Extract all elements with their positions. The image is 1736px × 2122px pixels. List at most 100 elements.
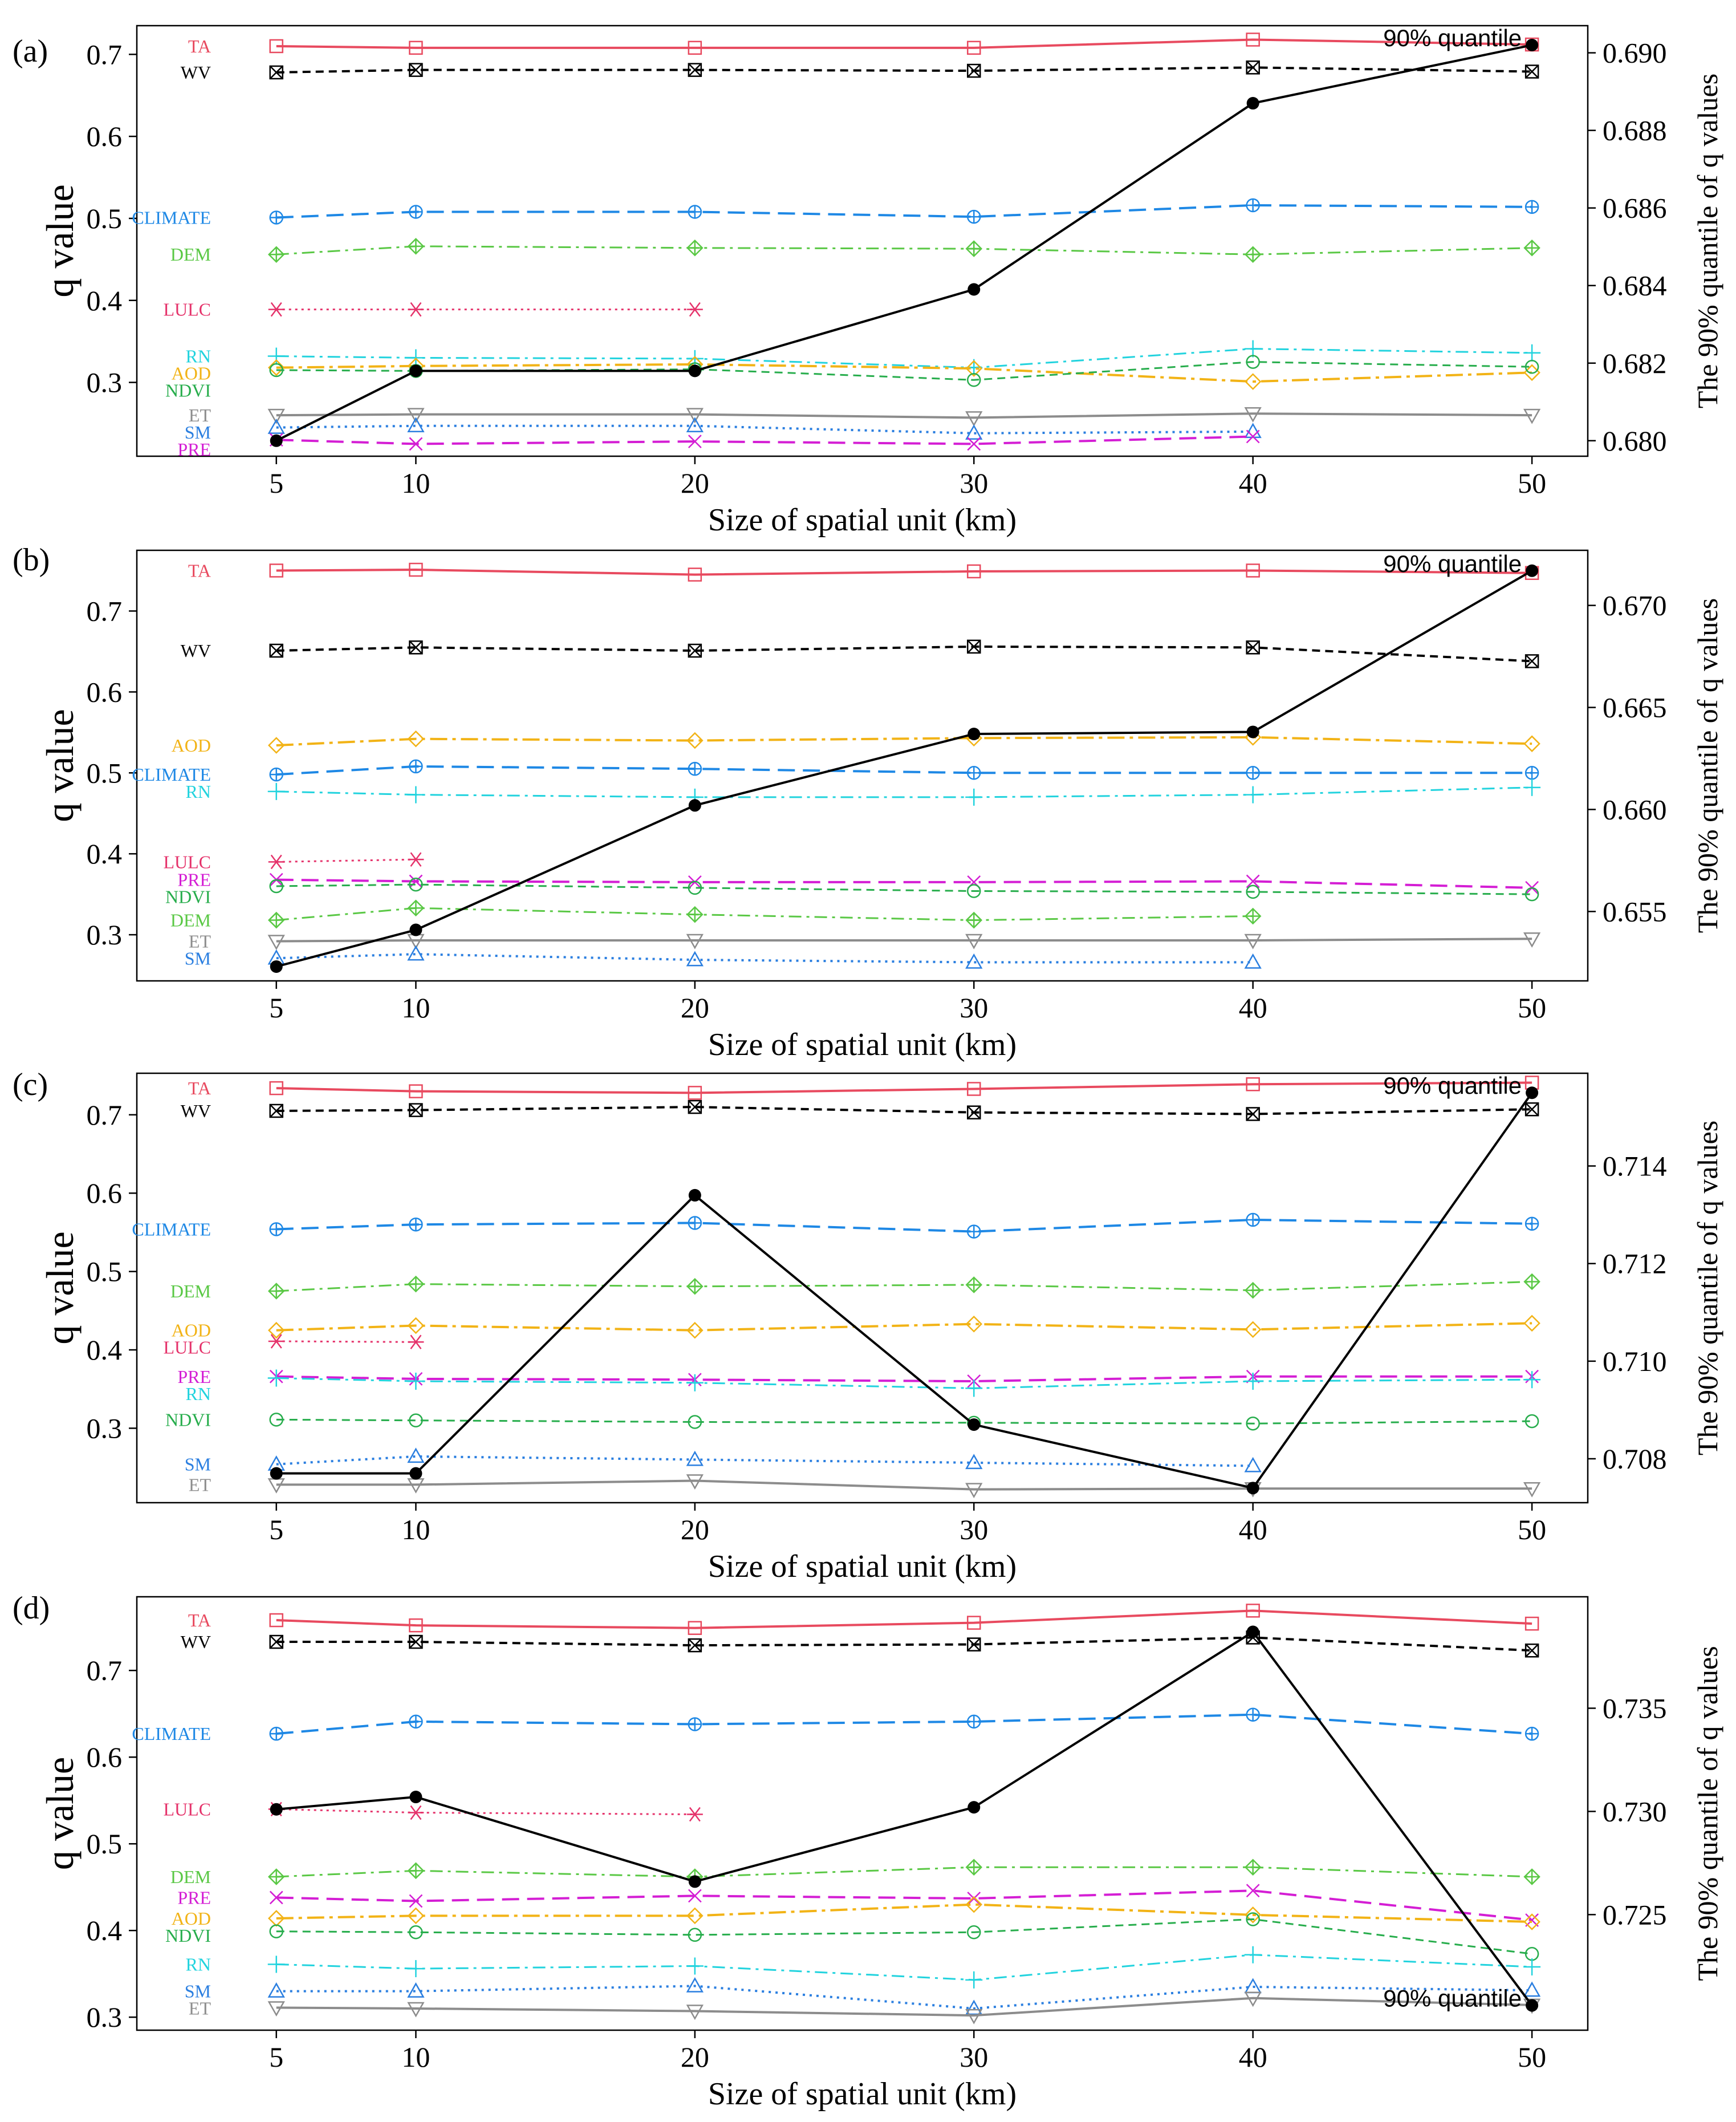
data-point [267,1868,285,1885]
y-right-axis-label: The 90% quantile of q values [1692,598,1723,933]
data-point [407,238,425,255]
data-point [967,1892,981,1905]
series-label: TA [188,1078,211,1098]
x-tick-label: 40 [1239,1514,1267,1545]
quantile-line [276,1630,1533,2006]
series-label: WV [181,640,211,661]
series-sm [267,1447,1262,1472]
data-point [686,1907,704,1925]
x-tick-label: 30 [960,992,988,1024]
data-point [686,1450,704,1466]
quantile-line [276,570,1533,968]
x-tick-label: 5 [269,1514,283,1545]
data-point [269,1726,283,1741]
y-right-tick-label: 0.655 [1603,895,1667,927]
data-point [1523,1981,1541,1997]
data-point [965,1971,983,1989]
data-point [409,1103,423,1117]
data-point [967,564,981,579]
y-right-tick-label: 0.660 [1603,793,1667,825]
data-point [967,209,981,224]
data-point [1246,1707,1260,1722]
series-label: SM [185,422,211,443]
data-point [1246,1912,1260,1926]
data-point [967,40,981,55]
y-tick-label: 0.3 [87,919,123,951]
data-point [686,1807,703,1822]
series-line [276,1903,1532,1923]
data-point [409,1714,423,1729]
data-point [686,1957,704,1975]
series-ta [269,562,1539,582]
series-lulc [268,1334,424,1350]
data-point [408,1805,424,1820]
y-right-tick-label: 0.712 [1603,1248,1667,1280]
data-point [967,63,981,78]
data-point [688,1086,702,1100]
data-point [409,1413,423,1427]
data-point [1244,407,1262,423]
data-point [686,906,704,923]
data-point [688,1889,702,1903]
series-label: CLIMATE [132,764,211,785]
series-label: NDVI [165,887,211,907]
y-tick-label: 0.5 [87,202,123,234]
series-line [276,569,1532,576]
series-label: SM [185,948,211,968]
panel-d: (d) 0.3 0.4 0.5 0.6 0.7 0.725 0.730 0.735 5 10 20 30… [13,1591,1723,2112]
series-line [276,878,1532,889]
series-line [276,1997,1532,2017]
x-tick-label: 30 [960,467,988,499]
series-label: WV [181,62,211,83]
y-tick-label: 0.3 [87,367,123,399]
quantile-point [409,923,422,936]
series-label: PRE [177,439,211,460]
data-point [1523,932,1541,948]
data-point [407,786,425,804]
series-90-quantile [270,1625,1539,2012]
y-tick-label: 0.4 [87,1914,123,1946]
series-label: AOD [172,735,211,756]
series-line [276,1455,1253,1467]
series-ta [269,33,1539,55]
quantile-point [270,434,283,447]
series-line [276,858,416,863]
series-label: RN [186,1383,211,1404]
data-point [407,730,425,748]
series-lulc [268,302,703,317]
y-tick-label: 0.4 [87,838,123,870]
data-point [688,205,702,219]
series-et [267,1474,1541,1499]
data-point [967,884,981,898]
data-point [967,639,981,654]
data-point [1524,887,1539,902]
data-point [269,1222,283,1236]
series-label: SM [185,1454,211,1475]
series-line [276,363,1532,383]
data-point [688,1717,702,1731]
quantile-point [1526,1999,1539,2012]
y-right-axis-label: The 90% quantile of q values [1692,1646,1723,1981]
series-label: DEM [170,1281,211,1301]
data-point [967,1637,981,1652]
series-label: AOD [172,1320,211,1341]
quantile-point [688,364,701,378]
data-point [269,1634,283,1649]
data-point [965,953,983,969]
x-tick-label: 40 [1239,467,1267,499]
y-axis-label: q value [38,1231,82,1344]
y-axis-label: q value [38,1757,82,1870]
data-point [1246,429,1260,444]
series-label: CLIMATE [132,1219,211,1239]
quantile-point [1526,1086,1539,1099]
series-label: WV [181,1632,211,1652]
series-label: TA [188,36,211,56]
y-right-axis-label: The 90% quantile of q values [1692,74,1723,408]
data-point [269,65,283,80]
data-point [409,63,423,77]
data-point [686,1474,704,1490]
x-tick-label: 50 [1518,992,1546,1024]
series-sm [267,945,1262,969]
series-wv [269,1099,1539,1121]
quantile-point [1246,97,1259,110]
